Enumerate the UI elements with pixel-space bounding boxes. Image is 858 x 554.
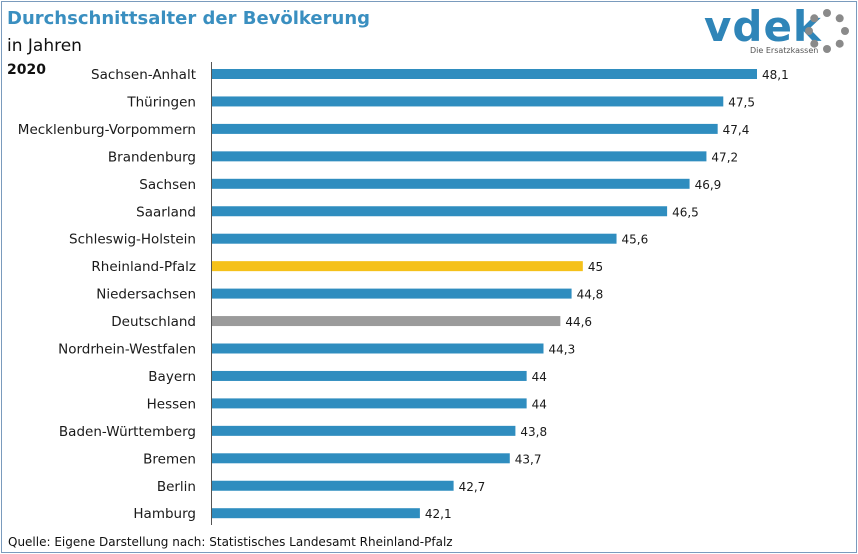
- category-label-berlin: Berlin: [157, 479, 196, 495]
- category-label-nordrhein-westfalen: Nordrhein-Westfalen: [58, 342, 196, 358]
- bar-bayern: [212, 370, 527, 381]
- value-label-thüringen: 47,5: [728, 95, 755, 109]
- value-label-mecklenburg-vorpommern: 47,4: [723, 123, 750, 137]
- chart-subtitle: in Jahren: [7, 36, 82, 56]
- value-label-sachsen: 46,9: [695, 178, 722, 192]
- bar-sachsen-anhalt: [212, 69, 757, 79]
- value-label-sachsen-anhalt: 48,1: [762, 68, 789, 82]
- bar-thüringen: [212, 96, 724, 107]
- bar-rheinland-pfalz: [212, 261, 583, 272]
- bar-berlin: [212, 480, 454, 491]
- bar-bremen: [212, 453, 510, 464]
- value-label-hessen: 44: [532, 397, 547, 411]
- category-label-sachsen-anhalt: Sachsen-Anhalt: [91, 67, 196, 83]
- dotted-ring-icon: [805, 9, 849, 53]
- bar-niedersachsen: [212, 288, 572, 299]
- value-label-rheinland-pfalz: 45: [588, 260, 603, 274]
- logo-word: vdek: [704, 2, 822, 51]
- value-label-schleswig-holstein: 45,6: [622, 233, 649, 247]
- category-label-sachsen: Sachsen: [139, 177, 196, 193]
- source-note: Quelle: Eigene Darstellung nach: Statist…: [8, 535, 453, 549]
- category-label-mecklenburg-vorpommern: Mecklenburg-Vorpommern: [18, 122, 196, 138]
- bars-layer: Sachsen-Anhalt 48,1 Thüringen 47,5 Mecklenbu…: [18, 67, 789, 522]
- category-label-deutschland: Deutschland: [111, 314, 196, 330]
- value-label-deutschland: 44,6: [565, 315, 592, 329]
- bar-sachsen: [212, 178, 690, 189]
- category-label-bayern: Bayern: [148, 369, 196, 385]
- value-label-bayern: 44: [532, 370, 547, 384]
- category-label-schleswig-holstein: Schleswig-Holstein: [69, 232, 196, 248]
- value-label-hamburg: 42,1: [425, 507, 452, 521]
- bar-nordrhein-westfalen: [212, 343, 544, 354]
- chart-year: 2020: [7, 62, 46, 78]
- category-label-hessen: Hessen: [147, 396, 196, 412]
- logo-tagline: Die Ersatzkassen: [750, 46, 819, 55]
- value-label-nordrhein-westfalen: 44,3: [548, 343, 575, 357]
- category-label-rheinland-pfalz: Rheinland-Pfalz: [91, 259, 196, 275]
- category-label-hamburg: Hamburg: [133, 506, 196, 522]
- bar-baden-württemberg: [212, 425, 516, 436]
- category-label-baden-württemberg: Baden-Württemberg: [59, 424, 196, 440]
- bar-hessen: [212, 398, 527, 409]
- bar-deutschland: [212, 316, 561, 327]
- value-label-baden-württemberg: 43,8: [520, 425, 547, 439]
- category-label-niedersachsen: Niedersachsen: [96, 287, 196, 303]
- bar-schleswig-holstein: [212, 233, 617, 244]
- value-label-brandenburg: 47,2: [711, 150, 738, 164]
- bar-brandenburg: [212, 151, 707, 162]
- value-label-berlin: 42,7: [459, 480, 486, 494]
- value-label-bremen: 43,7: [515, 452, 542, 466]
- category-label-saarland: Saarland: [136, 204, 196, 220]
- bar-saarland: [212, 206, 668, 217]
- category-label-thüringen: Thüringen: [126, 94, 196, 110]
- value-label-saarland: 46,5: [672, 205, 699, 219]
- vdek-logo: vdek Die Ersatzkassen: [700, 2, 852, 58]
- bar-mecklenburg-vorpommern: [212, 123, 718, 134]
- category-label-bremen: Bremen: [143, 451, 196, 467]
- chart-title: Durchschnittsalter der Bevölkerung: [7, 8, 371, 29]
- category-label-brandenburg: Brandenburg: [108, 149, 196, 165]
- bar-hamburg: [212, 508, 420, 519]
- value-label-niedersachsen: 44,8: [577, 288, 604, 302]
